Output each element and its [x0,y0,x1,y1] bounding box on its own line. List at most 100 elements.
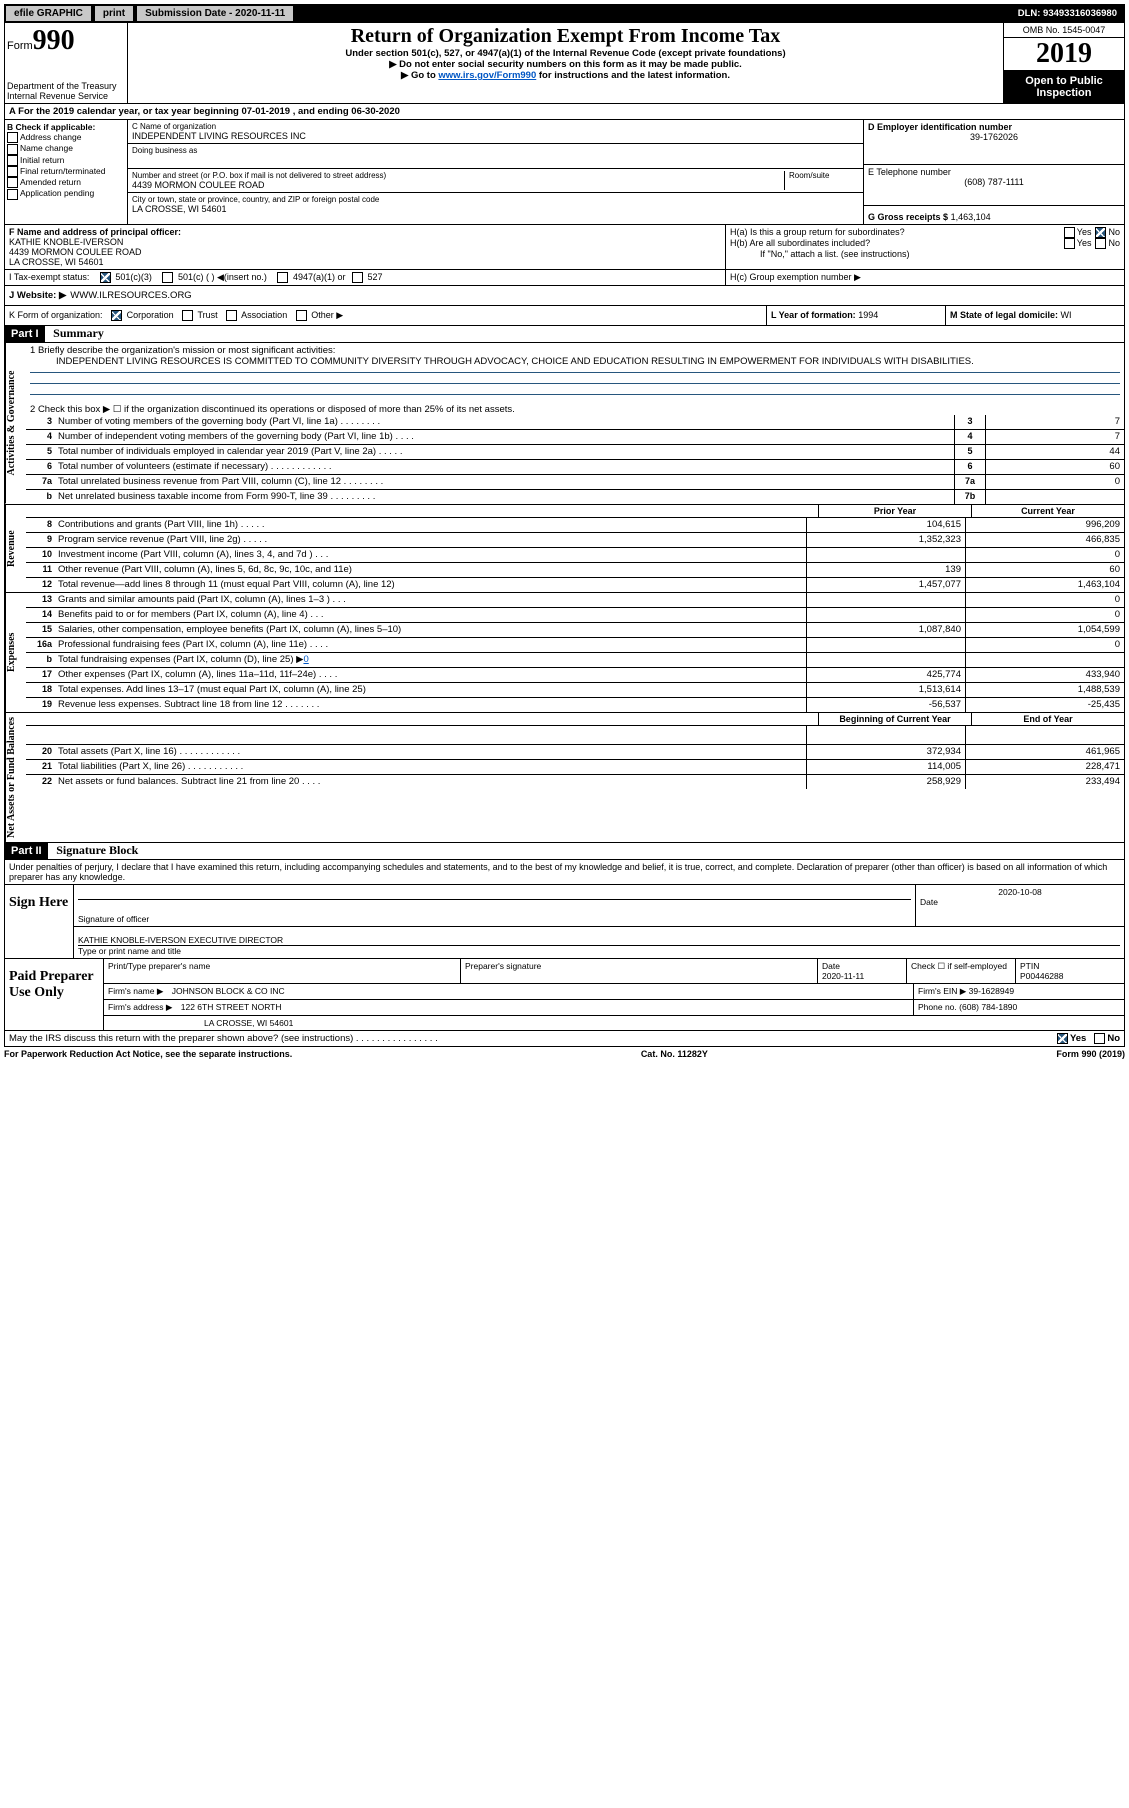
k-trust[interactable]: Trust [182,310,218,320]
chk-name[interactable]: Name change [7,143,125,154]
side-activities: Activities & Governance [5,343,26,504]
tax-year-box: 2019 [1004,38,1124,71]
val-20c: 461,965 [965,745,1124,759]
val-16ac: 0 [965,638,1124,652]
chk-initial[interactable]: Initial return [7,155,125,166]
date-label: Date [920,897,1120,907]
print-btn[interactable]: print [95,6,133,21]
chk-final[interactable]: Final return/terminated [7,166,125,177]
tax-year-line: A For the 2019 calendar year, or tax yea… [4,104,1125,120]
line-22: Net assets or fund balances. Subtract li… [56,775,806,789]
val-5: 44 [985,445,1124,459]
line-7b: Net unrelated business taxable income fr… [56,490,954,504]
prep-sig-label: Preparer's signature [461,959,818,983]
hb-yes[interactable]: Yes [1064,238,1092,249]
firm-ein-label: Firm's EIN ▶ [918,986,966,996]
tel-label: E Telephone number [868,167,1120,177]
i-501c3[interactable]: 501(c)(3) [100,272,152,282]
firm-name-label: Firm's name ▶ [108,986,163,996]
prep-date: 2020-11-11 [822,971,902,981]
line-19: Revenue less expenses. Subtract line 18 … [56,698,806,712]
b-label: B Check if applicable: [7,122,125,132]
gross-receipts: 1,463,104 [951,212,991,222]
val-3: 7 [985,415,1124,429]
officer-addr1: 4439 MORMON COULEE ROAD [9,247,721,257]
line-5: Total number of individuals employed in … [56,445,954,459]
sig-date: 2020-10-08 [920,887,1120,897]
k-assoc[interactable]: Association [226,310,287,320]
city-state-zip: LA CROSSE, WI 54601 [132,204,859,214]
val-12p: 1,457,077 [806,578,965,592]
dln: DLN: 93493316036980 [1018,8,1123,19]
discuss-yes[interactable]: Yes [1057,1033,1086,1044]
q2-label: Check this box ▶ ☐ if the organization d… [38,404,515,415]
line-15: Salaries, other compensation, employee b… [56,623,806,637]
current-year-hdr: Current Year [971,505,1124,517]
date-label2: Date [822,961,902,971]
ha-no[interactable]: No [1095,227,1120,238]
sign-here-label: Sign Here [5,885,73,958]
officer-name: KATHIE KNOBLE-IVERSON [9,237,721,247]
line-3: Number of voting members of the governin… [56,415,954,429]
val-20p: 372,934 [806,745,965,759]
submission-date: Submission Date - 2020-11-11 [137,6,293,21]
i-527[interactable]: 527 [352,272,383,282]
hb-no[interactable]: No [1095,238,1120,249]
val-18p: 1,513,614 [806,683,965,697]
discuss-row: May the IRS discuss this return with the… [4,1031,1125,1047]
i-501c[interactable]: 501(c) ( ) ◀(insert no.) [162,272,266,282]
dba-label: Doing business as [132,146,859,155]
declaration: Under penalties of perjury, I declare th… [4,860,1125,885]
val-12c: 1,463,104 [965,578,1124,592]
form-number: Form990 [7,25,125,57]
val-9p: 1,352,323 [806,533,965,547]
q1-label: Briefly describe the organization's miss… [38,345,336,356]
ha-yes[interactable]: Yes [1064,227,1092,238]
f-label: F Name and address of principal officer: [9,227,721,237]
part2-title: Signature Block [56,843,138,857]
city-label: City or town, state or province, country… [132,195,859,204]
j-block: J Website: ▶ WWW.ILRESOURCES.ORG [4,286,1125,306]
firm-addr-label: Firm's address ▶ [108,1002,172,1012]
street-address: 4439 MORMON COULEE ROAD [132,180,784,190]
irs-link[interactable]: www.irs.gov/Form990 [438,70,536,81]
ha-label: H(a) Is this a group return for subordin… [730,227,1064,238]
expenses-section: Expenses 13Grants and similar amounts pa… [4,593,1125,713]
part1-header: Part I [5,326,45,342]
m-label: M State of legal domicile: [950,310,1058,320]
addr-label: Number and street (or P.O. box if mail i… [132,171,784,180]
line-7a: Total unrelated business revenue from Pa… [56,475,954,489]
chk-address[interactable]: Address change [7,132,125,143]
val-7b [985,490,1124,504]
val-16bc [965,653,1124,667]
mission: INDEPENDENT LIVING RESOURCES IS COMMITTE… [30,356,1120,367]
firm-addr1: 122 6TH STREET NORTH [181,1002,282,1012]
firm-ein: 39-1628949 [969,986,1014,996]
chk-pending[interactable]: Application pending [7,188,125,199]
i-label: I Tax-exempt status: [9,272,89,282]
subtitle-2: ▶ Do not enter social security numbers o… [132,59,999,70]
paid-preparer-block: Paid Preparer Use Only Print/Type prepar… [4,959,1125,1031]
k-other[interactable]: Other ▶ [296,310,343,320]
phone-label: Phone no. [918,1002,957,1012]
chk-amended[interactable]: Amended return [7,177,125,188]
val-19c: -25,435 [965,698,1124,712]
val-17p: 425,774 [806,668,965,682]
check-self-emp[interactable]: Check ☐ if self-employed [907,959,1016,983]
line-21: Total liabilities (Part X, line 26) . . … [56,760,806,774]
revenue-section: Revenue Prior Year Current Year 8Contrib… [4,505,1125,593]
val-10p [806,548,965,562]
footer-right: Form 990 (2019) [1056,1049,1125,1059]
klm-block: K Form of organization: Corporation Trus… [4,306,1125,326]
l-label: L Year of formation: [771,310,856,320]
discuss-no[interactable]: No [1094,1033,1120,1044]
val-21c: 228,471 [965,760,1124,774]
officer-addr2: LA CROSSE, WI 54601 [9,257,721,267]
k-corp[interactable]: Corporation [111,310,174,320]
side-revenue: Revenue [5,505,26,592]
i-4947[interactable]: 4947(a)(1) or [277,272,345,282]
val-21p: 114,005 [806,760,965,774]
val-18c: 1,488,539 [965,683,1124,697]
website[interactable]: WWW.ILRESOURCES.ORG [70,290,191,301]
efile-btn[interactable]: efile GRAPHIC [6,6,91,21]
